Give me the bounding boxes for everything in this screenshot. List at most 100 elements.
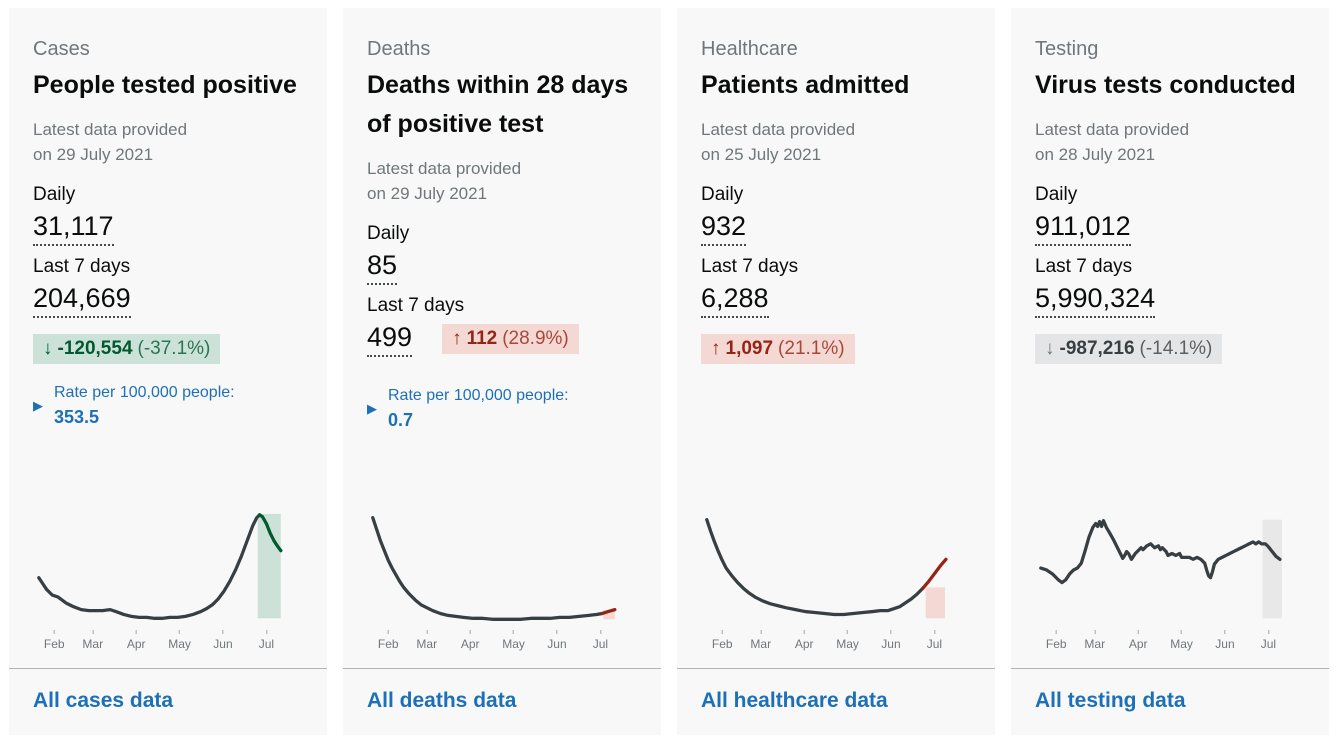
up-arrow-icon: ↑: [711, 337, 721, 359]
month-axis: Feb Mar Apr May Jun Jul: [1035, 630, 1305, 652]
axis-tick: [556, 630, 558, 634]
change-badge-row: ↑ 1,097 (21.1%): [701, 333, 971, 364]
month-label: Apr: [127, 630, 146, 651]
month-label: Apr: [1129, 630, 1148, 651]
axis-tick: [513, 630, 515, 634]
daily-value: 911,012: [1035, 211, 1131, 246]
change-badge: ↓ -987,216 (-14.1%): [1035, 333, 1223, 364]
change-badge-row: ↓ -120,554 (-37.1%): [33, 333, 303, 364]
summary-card-cases: Cases People tested positive Latest data…: [9, 8, 327, 735]
latest-data-caption: Latest data provided on 29 July 2021: [367, 156, 637, 207]
change-value: 112: [466, 328, 498, 349]
axis-tick: [179, 630, 181, 634]
summary-card-testing: Testing Virus tests conducted Latest dat…: [1011, 8, 1329, 735]
month-axis: Feb Mar Apr May Jun Jul: [701, 630, 971, 652]
axis-tick: [1181, 630, 1183, 634]
all-testing-data-link[interactable]: All testing data: [1035, 689, 1186, 712]
change-value: -120,554: [57, 337, 133, 359]
week-label: Last 7 days: [367, 294, 465, 316]
sparkline-chart: Feb Mar Apr May Jun Jul: [33, 510, 303, 652]
category-label: Deaths: [367, 38, 431, 60]
axis-tick: [469, 630, 471, 634]
down-arrow-icon: ↓: [43, 337, 53, 359]
month-label: May: [1170, 630, 1193, 651]
card-title: People tested positive: [33, 71, 297, 99]
month-label: Feb: [1046, 630, 1067, 651]
month-label: Mar: [1084, 630, 1105, 651]
month-label: Mar: [416, 630, 437, 651]
month-label: Jul: [1261, 630, 1276, 651]
axis-tick: [933, 630, 935, 634]
month-axis: Feb Mar Apr May Jun Jul: [33, 630, 303, 652]
category-label: Cases: [33, 38, 90, 60]
sparkline-svg: [1039, 518, 1282, 619]
caption-line: Latest data provided: [1035, 119, 1190, 139]
change-percent: (28.9%): [502, 328, 569, 349]
change-percent: (-37.1%): [137, 337, 211, 359]
caption-line: on 25 July 2021: [701, 145, 822, 165]
caption-line: Latest data provided: [701, 119, 856, 139]
month-label: May: [168, 630, 191, 651]
daily-metric: Daily 31,117: [33, 184, 303, 246]
change-badge: ↓ -120,554 (-37.1%): [33, 333, 221, 364]
latest-data-caption: Latest data provided on 29 July 2021: [33, 117, 303, 168]
month-label: Jul: [927, 630, 942, 651]
caret-right-icon: ▶: [33, 398, 43, 414]
week-label: Last 7 days: [33, 255, 131, 277]
change-percent: (-14.1%): [1139, 337, 1213, 359]
axis-tick: [426, 630, 428, 634]
rate-value: 0.7: [388, 409, 414, 430]
divider: [677, 668, 995, 669]
axis-tick: [92, 630, 94, 634]
month-axis: Feb Mar Apr May Jun Jul: [367, 630, 637, 652]
axis-tick: [222, 630, 224, 634]
summary-card-healthcare: Healthcare Patients admitted Latest data…: [677, 8, 995, 735]
all-healthcare-data-link[interactable]: All healthcare data: [701, 689, 888, 712]
daily-metric: Daily 85: [367, 223, 637, 285]
divider: [1011, 668, 1329, 669]
axis-tick: [135, 630, 137, 634]
daily-value: 31,117: [33, 211, 114, 246]
axis-tick: [1055, 630, 1057, 634]
daily-label: Daily: [367, 222, 410, 244]
caption-line: Latest data provided: [367, 158, 522, 178]
week-value: 204,669: [33, 283, 131, 318]
change-badge-row: ↓ -987,216 (-14.1%): [1035, 333, 1305, 364]
sparkline-svg: [37, 513, 283, 620]
rate-expander[interactable]: ▶ Rate per 100,000 people: 353.5: [33, 384, 303, 428]
week-label: Last 7 days: [701, 255, 799, 277]
caption-line: on 29 July 2021: [33, 145, 154, 165]
latest-data-caption: Latest data provided on 28 July 2021: [1035, 117, 1305, 168]
axis-tick: [265, 630, 267, 634]
daily-label: Daily: [33, 183, 76, 205]
change-value: -987,216: [1059, 337, 1135, 359]
week-metric: Last 7 days 6,288: [701, 256, 971, 318]
card-title: Virus tests conducted: [1035, 71, 1296, 99]
axis-tick: [1224, 630, 1226, 634]
down-arrow-icon: ↓: [1045, 337, 1055, 359]
all-deaths-data-link[interactable]: All deaths data: [367, 689, 517, 712]
axis-tick: [847, 630, 849, 634]
month-label: Jul: [259, 630, 274, 651]
caption-line: on 28 July 2021: [1035, 145, 1156, 165]
sparkline-chart: Feb Mar Apr May Jun Jul: [701, 510, 971, 652]
month-label: May: [836, 630, 859, 651]
month-label: Apr: [461, 630, 480, 651]
all-cases-data-link[interactable]: All cases data: [33, 689, 174, 712]
rate-expander[interactable]: ▶ Rate per 100,000 people: 0.7: [367, 387, 637, 431]
month-label: Feb: [44, 630, 65, 651]
change-value: 1,097: [725, 337, 774, 359]
category-label: Testing: [1035, 38, 1099, 60]
axis-tick: [1267, 630, 1269, 634]
week-value: 5,990,324: [1035, 283, 1156, 318]
axis-tick: [599, 630, 601, 634]
sparkline-chart: Feb Mar Apr May Jun Jul: [367, 510, 637, 652]
month-label: Mar: [750, 630, 771, 651]
rate-label: Rate per 100,000 people:: [388, 386, 569, 404]
month-label: Feb: [712, 630, 733, 651]
daily-metric: Daily 932: [701, 184, 971, 246]
axis-tick: [721, 630, 723, 634]
month-label: Jun: [881, 630, 901, 651]
week-metric: Last 7 days 5,990,324: [1035, 256, 1305, 318]
